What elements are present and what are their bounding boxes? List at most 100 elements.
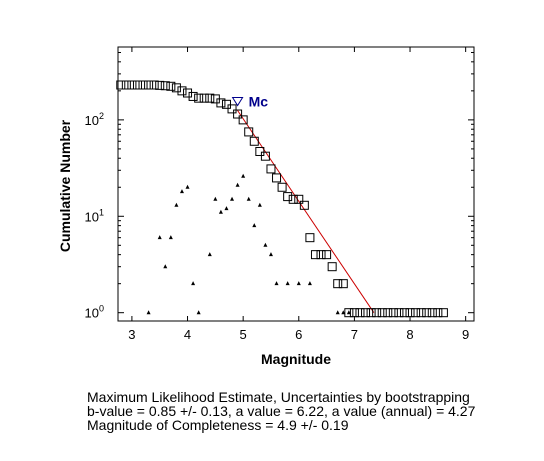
noncumulative-point <box>163 264 168 269</box>
noncumulative-point <box>246 196 251 201</box>
cumulative-point <box>283 192 293 202</box>
cumulative-point <box>227 104 237 114</box>
cumulative-point <box>155 80 165 90</box>
x-axis-label: Magnitude <box>261 351 331 367</box>
noncumulative-point <box>285 281 290 286</box>
cumulative-point <box>183 88 193 98</box>
cumulative-point <box>316 250 326 260</box>
fit-line-segment <box>237 110 375 313</box>
cumulative-point <box>305 233 315 243</box>
cumulative-point <box>394 308 404 318</box>
cumulative-series <box>116 80 448 318</box>
noncumulative-series <box>146 173 351 315</box>
noncumulative-point <box>224 206 229 211</box>
cumulative-point <box>333 279 343 289</box>
noncumulative-point <box>157 235 162 240</box>
cumulative-point <box>160 81 170 91</box>
cumulative-point <box>433 308 443 318</box>
caption-mc: Magnitude of Completeness = 4.9 +/- 0.19 <box>87 417 349 433</box>
caption-method: Maximum Likelihood Estimate, Uncertainti… <box>87 389 470 405</box>
cumulative-point <box>322 250 332 260</box>
cumulative-point <box>132 80 142 90</box>
caption-b-value: b-value = 0.85 +/- 0.13, a value = 6.22,… <box>87 403 476 419</box>
cumulative-point <box>422 308 432 318</box>
cumulative-point <box>238 115 248 125</box>
x-tick-label: 8 <box>406 327 413 342</box>
x-tick-label: 9 <box>462 327 469 342</box>
noncumulative-point <box>346 310 351 315</box>
noncumulative-point <box>146 310 151 315</box>
cumulative-point <box>272 173 282 183</box>
cumulative-point <box>199 93 209 103</box>
cumulative-point <box>171 83 181 93</box>
x-tick-label: 7 <box>351 327 358 342</box>
x-tick-label: 5 <box>240 327 247 342</box>
y-tick-label: 100 <box>85 304 104 321</box>
cumulative-point <box>383 308 393 318</box>
cumulative-point <box>188 91 198 101</box>
cumulative-point <box>288 194 298 204</box>
cumulative-point <box>344 308 354 318</box>
noncumulative-point <box>241 173 246 178</box>
noncumulative-point <box>235 182 240 187</box>
noncumulative-point <box>252 223 257 228</box>
cumulative-point <box>294 194 304 204</box>
fit-line <box>237 110 375 313</box>
cumulative-point <box>310 250 320 260</box>
noncumulative-point <box>196 310 201 315</box>
noncumulative-point <box>213 196 218 201</box>
x-axis: 3 4 5 6 7 8 9 <box>128 47 469 342</box>
cumulative-point <box>177 86 187 96</box>
x-tick-label: 3 <box>128 327 135 342</box>
cumulative-point <box>361 308 371 318</box>
noncumulative-point <box>268 252 273 257</box>
noncumulative-point <box>335 310 340 315</box>
noncumulative-point <box>230 196 235 201</box>
cumulative-point <box>411 308 421 318</box>
cumulative-point <box>388 308 398 318</box>
noncumulative-point <box>185 184 190 189</box>
mc-label: Mc <box>249 94 269 110</box>
noncumulative-point <box>263 242 268 247</box>
cumulative-point <box>194 93 204 103</box>
cumulative-point <box>138 80 148 90</box>
cumulative-point <box>372 308 382 318</box>
cumulative-point <box>255 146 265 156</box>
cumulative-point <box>299 200 309 210</box>
cumulative-point <box>127 80 137 90</box>
mc-triangle <box>231 97 244 107</box>
cumulative-point <box>149 80 159 90</box>
noncumulative-point <box>174 202 179 207</box>
noncumulative-point <box>168 235 173 240</box>
cumulative-point <box>205 93 215 103</box>
cumulative-point <box>121 80 131 90</box>
noncumulative-point <box>207 252 212 257</box>
noncumulative-point <box>191 281 196 286</box>
y-axis-label: Cumulative Number <box>57 119 73 252</box>
cumulative-point <box>399 308 409 318</box>
noncumulative-point <box>296 281 301 286</box>
plot-area <box>117 46 475 322</box>
cumulative-point <box>116 80 126 90</box>
x-tick-label: 4 <box>184 327 191 342</box>
cumulative-point <box>327 262 337 272</box>
cumulative-point <box>349 308 359 318</box>
y-tick-label: 101 <box>85 207 104 224</box>
cumulative-point <box>266 164 276 174</box>
cumulative-point <box>221 99 231 109</box>
cumulative-point <box>405 308 415 318</box>
cumulative-point <box>260 151 270 161</box>
cumulative-point <box>244 127 254 137</box>
mc-marker: Mc <box>231 94 269 110</box>
cumulative-point <box>166 81 176 91</box>
noncumulative-point <box>179 189 184 194</box>
x-tick-label: 6 <box>295 327 302 342</box>
cumulative-point <box>338 279 348 289</box>
cumulative-point <box>366 308 376 318</box>
cumulative-point <box>355 308 365 318</box>
y-axis: 100 101 102 <box>85 51 474 321</box>
noncumulative-point <box>257 202 262 207</box>
cumulative-point <box>277 182 287 192</box>
cumulative-point <box>144 80 154 90</box>
